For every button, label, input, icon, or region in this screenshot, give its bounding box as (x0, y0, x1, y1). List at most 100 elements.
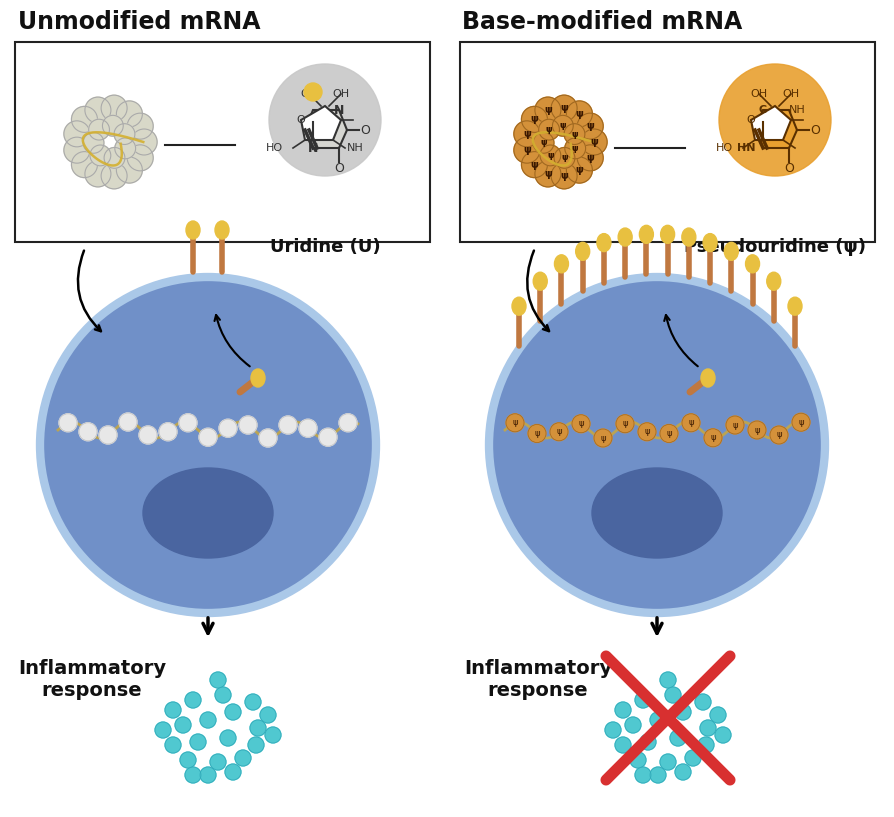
Circle shape (625, 717, 641, 733)
Text: Uridine (U): Uridine (U) (270, 238, 380, 256)
Circle shape (219, 419, 237, 437)
Circle shape (715, 727, 731, 743)
Circle shape (695, 694, 711, 710)
Circle shape (565, 138, 586, 158)
Ellipse shape (597, 234, 611, 252)
Circle shape (640, 734, 656, 750)
Circle shape (551, 163, 578, 189)
Circle shape (210, 754, 226, 770)
Circle shape (552, 115, 573, 136)
Ellipse shape (701, 369, 715, 387)
Circle shape (550, 422, 568, 441)
Circle shape (155, 722, 171, 738)
Circle shape (630, 752, 646, 768)
Text: ψ: ψ (544, 169, 552, 179)
Circle shape (770, 426, 788, 444)
Circle shape (535, 97, 561, 123)
Circle shape (165, 737, 181, 753)
Circle shape (200, 712, 216, 728)
Text: ψ: ψ (576, 165, 583, 175)
Ellipse shape (724, 243, 738, 261)
Circle shape (665, 687, 681, 703)
Circle shape (63, 137, 90, 163)
Circle shape (165, 702, 181, 718)
Text: ψ: ψ (600, 434, 606, 443)
Text: ψ: ψ (547, 151, 553, 160)
Circle shape (239, 416, 257, 434)
Text: O: O (810, 123, 820, 136)
Circle shape (185, 692, 201, 708)
Circle shape (215, 687, 231, 703)
Ellipse shape (554, 255, 569, 273)
Circle shape (131, 129, 157, 155)
Circle shape (564, 123, 585, 145)
Ellipse shape (143, 468, 273, 558)
Text: ψ: ψ (544, 105, 552, 115)
Circle shape (539, 119, 560, 140)
Circle shape (79, 422, 97, 441)
Text: ψ: ψ (561, 154, 568, 163)
Circle shape (199, 428, 217, 446)
Ellipse shape (682, 228, 696, 246)
Circle shape (581, 129, 607, 155)
Circle shape (185, 767, 201, 783)
Circle shape (594, 429, 612, 447)
Text: O: O (297, 115, 306, 125)
Circle shape (159, 422, 177, 441)
Circle shape (506, 413, 524, 432)
Circle shape (245, 694, 261, 710)
Text: HO: HO (716, 143, 733, 153)
Circle shape (748, 421, 766, 439)
Text: ψ: ψ (688, 418, 694, 427)
Circle shape (269, 64, 381, 176)
Text: ψ: ψ (530, 114, 538, 124)
Circle shape (83, 132, 104, 154)
Text: ψ: ψ (535, 429, 540, 438)
Circle shape (200, 767, 216, 783)
Circle shape (650, 712, 666, 728)
Text: NH: NH (789, 105, 805, 115)
Ellipse shape (251, 369, 265, 387)
Text: ψ: ψ (561, 103, 568, 113)
Circle shape (535, 161, 561, 187)
Text: ψ: ψ (523, 129, 531, 139)
Text: HN: HN (737, 143, 755, 153)
Text: ψ: ψ (530, 159, 538, 170)
Text: O: O (784, 162, 794, 175)
Circle shape (40, 277, 376, 613)
Text: ψ: ψ (586, 121, 595, 132)
Circle shape (104, 148, 125, 168)
Ellipse shape (788, 297, 802, 315)
Circle shape (660, 754, 676, 770)
Circle shape (127, 145, 153, 171)
Circle shape (265, 727, 281, 743)
Circle shape (101, 95, 127, 121)
Polygon shape (305, 110, 347, 148)
Circle shape (63, 121, 90, 147)
Text: ψ: ψ (571, 130, 578, 139)
Text: ψ: ψ (512, 418, 518, 427)
Circle shape (616, 415, 634, 433)
Circle shape (319, 428, 337, 446)
Circle shape (578, 113, 603, 139)
Circle shape (260, 707, 276, 723)
Text: ψ: ψ (622, 419, 628, 428)
Circle shape (220, 730, 236, 746)
Circle shape (719, 64, 831, 176)
Text: ψ: ψ (545, 125, 552, 134)
Circle shape (710, 707, 726, 723)
Text: NH: NH (347, 143, 364, 153)
Circle shape (514, 137, 540, 163)
Text: ψ: ψ (561, 171, 568, 181)
Circle shape (116, 101, 142, 127)
Text: ψ: ψ (755, 426, 760, 435)
Circle shape (704, 429, 722, 447)
Text: OH: OH (782, 89, 799, 99)
Circle shape (685, 750, 701, 766)
Text: O: O (360, 123, 370, 136)
Circle shape (175, 717, 191, 733)
Ellipse shape (703, 234, 717, 252)
Text: C: C (759, 105, 767, 115)
Text: HO: HO (266, 143, 283, 153)
Circle shape (514, 121, 540, 147)
